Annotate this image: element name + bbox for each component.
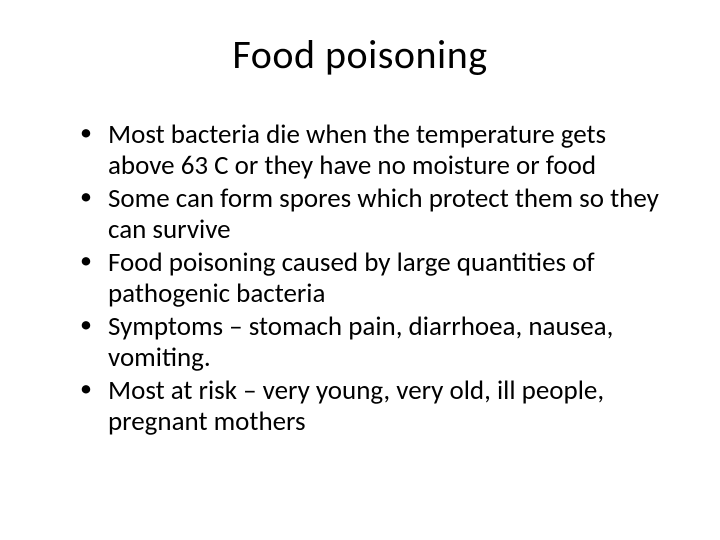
bullet-item: Most at risk – very young, very old, ill… bbox=[80, 375, 660, 437]
slide-content: Most bacteria die when the temperature g… bbox=[50, 119, 670, 437]
slide: Food poisoning Most bacteria die when th… bbox=[0, 0, 720, 540]
bullet-item: Some can form spores which protect them … bbox=[80, 183, 660, 245]
bullet-item: Most bacteria die when the temperature g… bbox=[80, 119, 660, 181]
slide-title: Food poisoning bbox=[50, 30, 670, 79]
bullet-list: Most bacteria die when the temperature g… bbox=[80, 119, 660, 437]
bullet-item: Food poisoning caused by large quantitie… bbox=[80, 247, 660, 309]
bullet-item: Symptoms – stomach pain, diarrhoea, naus… bbox=[80, 311, 660, 373]
